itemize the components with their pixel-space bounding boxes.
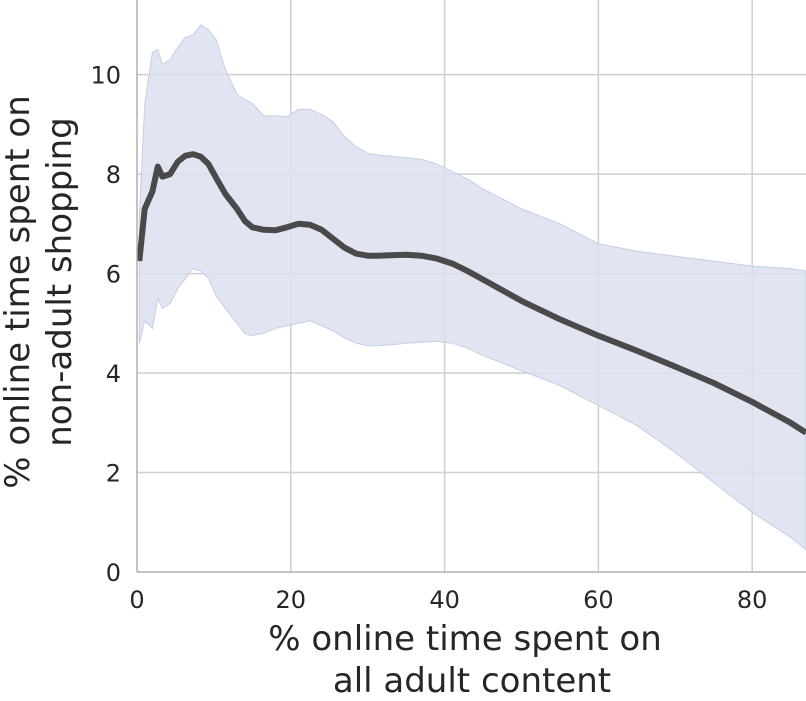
mean-line (136, 151, 806, 436)
x-tick-labels: 0 20 40 60 80 (129, 586, 767, 614)
x-tick-label: 60 (583, 586, 614, 614)
y-axis-title-line2: non-adult shopping (40, 117, 80, 447)
x-axis-title-line1: % online time spent on (268, 619, 662, 659)
y-tick-label: 4 (106, 360, 121, 388)
x-tick-label: 20 (276, 586, 307, 614)
x-tick-label: 40 (429, 586, 460, 614)
x-tick-label: 80 (737, 586, 768, 614)
x-axis-title-line2: all adult content (333, 661, 611, 701)
y-axis-title-line1: % online time spent on (0, 95, 38, 489)
y-tick-label: 8 (106, 161, 121, 189)
y-tick-labels: 0 2 4 6 8 10 (90, 62, 121, 587)
y-tick-label: 0 (106, 559, 121, 587)
y-tick-label: 2 (106, 460, 121, 488)
y-tick-label: 10 (90, 62, 121, 90)
x-tick-label: 0 (129, 586, 144, 614)
y-tick-label: 6 (106, 261, 121, 289)
confidence-band (138, 24, 806, 551)
